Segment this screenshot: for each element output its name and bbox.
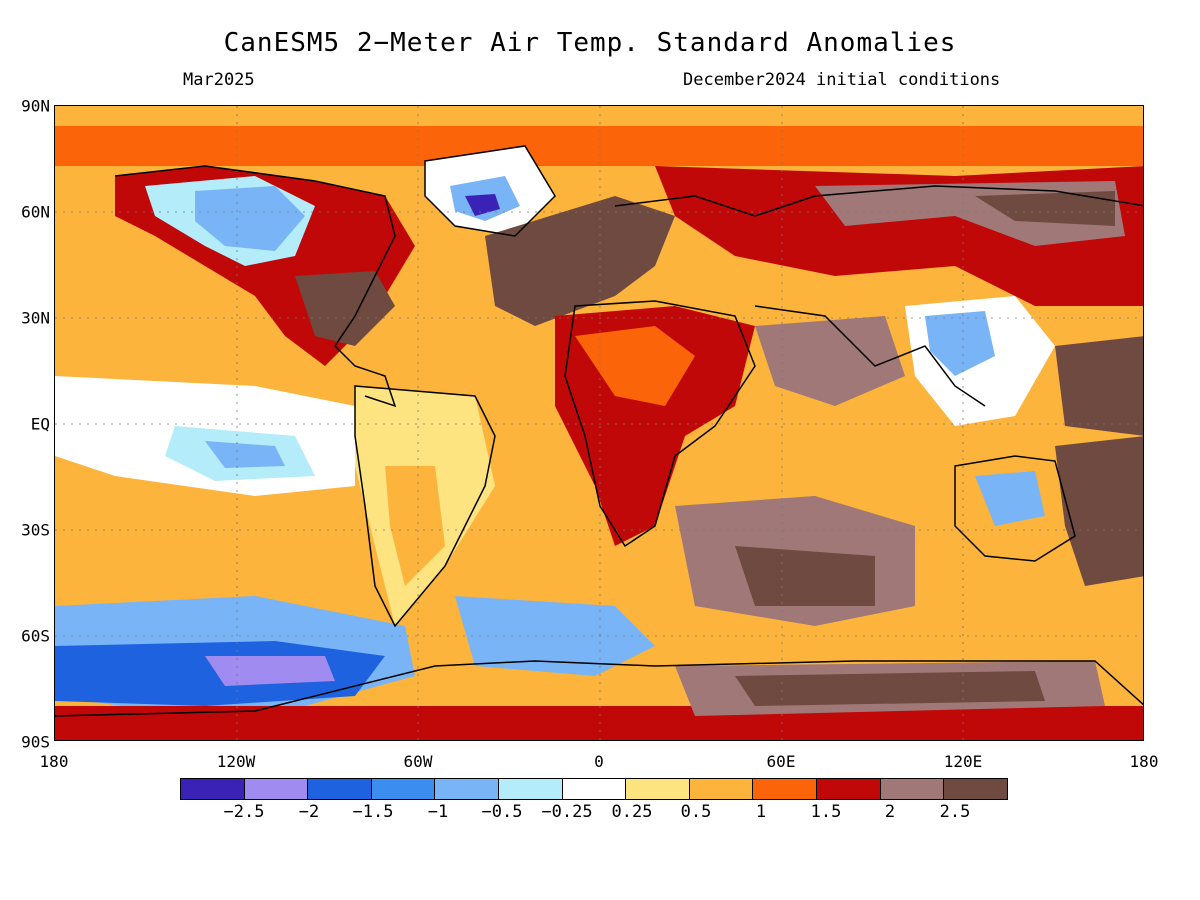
lat-label-30n: 30N [21, 308, 50, 328]
colorbar-segment [307, 778, 372, 800]
colorbar-segment [243, 778, 309, 800]
colorbar-segment [815, 778, 881, 800]
lon-label-180e: 180 [1129, 752, 1159, 771]
colorbar-label: 1 [755, 802, 767, 822]
colorbar-segment [752, 778, 817, 800]
colorbar-segment [625, 778, 690, 800]
colorbar-label: −0.5 [481, 802, 523, 822]
colorbar-segment [497, 778, 563, 800]
colorbar [180, 778, 1008, 800]
colorbar-label: −1.5 [352, 802, 394, 822]
lat-label-60n: 60N [21, 202, 50, 222]
lat-label-eq: EQ [30, 414, 50, 434]
colorbar-label: 1.5 [810, 802, 842, 822]
colorbar-label: 0.5 [680, 802, 712, 822]
colorbar-segment [688, 778, 754, 800]
colorbar-label: 2 [884, 802, 896, 822]
lon-label-120e: 120E [943, 752, 983, 771]
lon-label-60w: 60W [403, 752, 433, 771]
colorbar-segment [943, 778, 1008, 800]
map-title: CanESM5 2−Meter Air Temp. Standard Anoma… [223, 28, 957, 58]
lon-label-0: 0 [594, 752, 604, 771]
initial-conditions-label: December2024 initial conditions [683, 70, 1001, 90]
lat-label-90s: 90S [21, 732, 50, 752]
forecast-month: Mar2025 [183, 70, 255, 90]
colorbar-label: −0.25 [541, 802, 593, 822]
lat-label-90n: 90N [21, 96, 50, 116]
lat-label-30s: 30S [21, 520, 50, 540]
lon-label-120w: 120W [216, 752, 256, 771]
anomaly-map [54, 105, 1144, 741]
colorbar-label: 2.5 [939, 802, 971, 822]
anomaly-map-canvas [55, 106, 1143, 740]
lat-label-60s: 60S [21, 626, 50, 646]
colorbar-label: −2 [298, 802, 320, 822]
colorbar-segment [180, 778, 245, 800]
colorbar-label: −2.5 [223, 802, 265, 822]
colorbar-label: 0.25 [611, 802, 653, 822]
colorbar-segment [434, 778, 499, 800]
colorbar-label: −1 [427, 802, 449, 822]
lon-label-180w: 180 [39, 752, 69, 771]
coastlines [55, 145, 1143, 717]
colorbar-segment [561, 778, 627, 800]
colorbar-segment [370, 778, 436, 800]
colorbar-segment [879, 778, 945, 800]
lon-label-60e: 60E [766, 752, 796, 771]
